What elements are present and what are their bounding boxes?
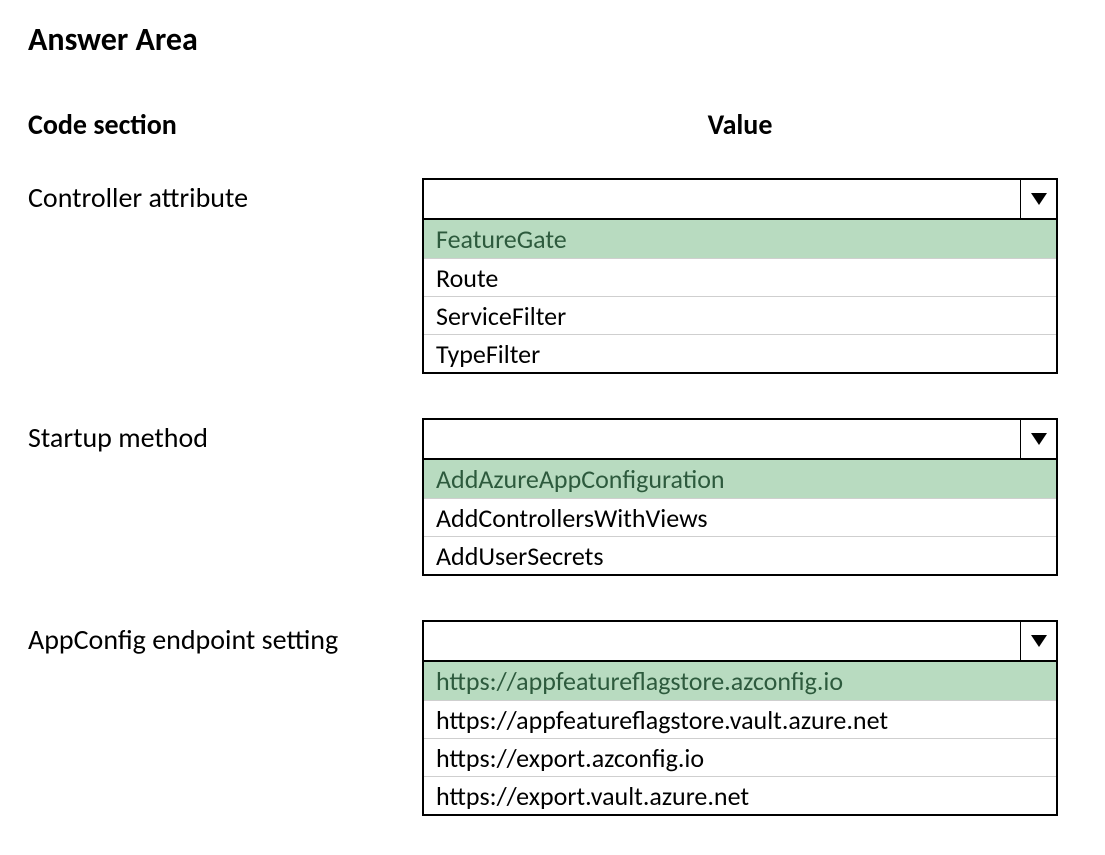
dropdown-options: https://appfeatureflagstore.azconfig.ioh… [422, 662, 1058, 816]
dropdown-option[interactable]: FeatureGate [424, 220, 1056, 258]
dropdown-select[interactable] [422, 620, 1058, 662]
dropdown-option[interactable]: Route [424, 258, 1056, 296]
dropdown-option[interactable]: https://appfeatureflagstore.azconfig.io [424, 662, 1056, 700]
section-label: Startup method [28, 418, 422, 455]
dropdown-option[interactable]: https://appfeatureflagstore.vault.azure.… [424, 700, 1056, 738]
chevron-down-icon[interactable] [1020, 420, 1056, 458]
columns-header: Code section Value [28, 107, 1077, 142]
dropdown-option[interactable]: TypeFilter [424, 334, 1056, 372]
dropdown-option[interactable]: ServiceFilter [424, 296, 1056, 334]
dropdown-option[interactable]: https://export.vault.azure.net [424, 776, 1056, 814]
dropdown-group: FeatureGateRouteServiceFilterTypeFilter [422, 178, 1058, 374]
dropdown-option[interactable]: AddUserSecrets [424, 536, 1056, 574]
column-header-value: Value [422, 107, 1058, 142]
dropdown-options: FeatureGateRouteServiceFilterTypeFilter [422, 220, 1058, 374]
dropdown-option[interactable]: AddControllersWithViews [424, 498, 1056, 536]
page-title: Answer Area [28, 20, 1077, 59]
section-label: AppConfig endpoint setting [28, 620, 422, 657]
section-startup-method: Startup methodAddAzureAppConfigurationAd… [28, 418, 1077, 576]
dropdown-group: https://appfeatureflagstore.azconfig.ioh… [422, 620, 1058, 816]
dropdown-option[interactable]: https://export.azconfig.io [424, 738, 1056, 776]
dropdown-select[interactable] [422, 418, 1058, 460]
dropdown-options: AddAzureAppConfigurationAddControllersWi… [422, 460, 1058, 576]
section-appconfig-endpoint-setting: AppConfig endpoint settinghttps://appfea… [28, 620, 1077, 816]
dropdown-option[interactable]: AddAzureAppConfiguration [424, 460, 1056, 498]
column-header-code-section: Code section [28, 107, 422, 142]
section-label: Controller attribute [28, 178, 422, 215]
chevron-down-icon[interactable] [1020, 180, 1056, 218]
dropdown-select[interactable] [422, 178, 1058, 220]
dropdown-group: AddAzureAppConfigurationAddControllersWi… [422, 418, 1058, 576]
section-controller-attribute: Controller attributeFeatureGateRouteServ… [28, 178, 1077, 374]
chevron-down-icon[interactable] [1020, 622, 1056, 660]
